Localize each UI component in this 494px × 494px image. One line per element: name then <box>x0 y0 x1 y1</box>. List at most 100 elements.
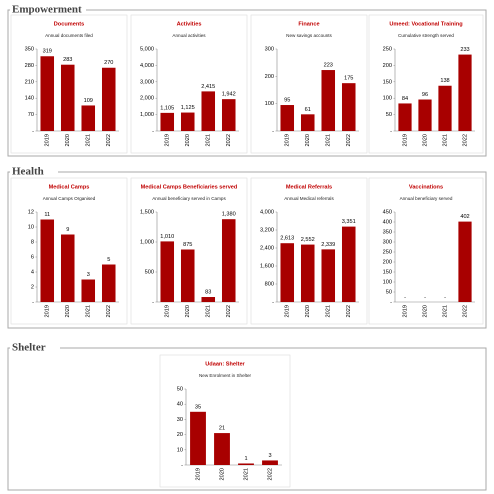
y-tick-label: 200 <box>265 74 274 80</box>
chart-frame <box>250 177 368 325</box>
section-title: Shelter <box>12 342 46 354</box>
y-tick-label: 50 <box>386 289 392 295</box>
section-title-bg <box>10 4 86 16</box>
bar <box>341 226 356 302</box>
data-label: 402 <box>460 214 469 220</box>
bar <box>101 264 116 302</box>
chart-subtitle: Annual activities <box>172 33 206 38</box>
x-tick-label: 2022 <box>346 134 352 146</box>
data-label: 233 <box>460 47 469 53</box>
bar <box>280 105 295 131</box>
y-tick-label: 150 <box>383 79 392 85</box>
y-tick-label: 150 <box>383 269 392 275</box>
data-label: - <box>404 294 406 300</box>
section-frame <box>7 9 487 157</box>
data-label: 138 <box>440 78 449 84</box>
section-title: Health <box>12 166 44 178</box>
chart-title: Medical Referrals <box>286 184 332 190</box>
data-label: 96 <box>422 92 428 98</box>
bar <box>262 460 278 465</box>
y-tick-label: - <box>272 128 274 134</box>
x-tick-label: 2021 <box>86 134 92 146</box>
chart-subtitle: Annual beneficiary served <box>400 196 453 201</box>
bar <box>180 112 195 131</box>
bar <box>201 297 216 302</box>
y-tick-label: 100 <box>265 101 274 107</box>
data-label: 83 <box>205 290 211 296</box>
data-label: 35 <box>195 404 201 410</box>
bar <box>238 463 254 465</box>
data-label: 875 <box>183 242 192 248</box>
x-tick-label: 2020 <box>65 134 71 146</box>
data-label: 2,552 <box>301 237 315 243</box>
x-tick-label: 2021 <box>243 468 249 480</box>
chart-subtitle: New Enrolment in Shelter <box>199 373 252 378</box>
data-label: 270 <box>104 60 113 66</box>
y-tick-label: 4 <box>31 269 34 275</box>
y-tick-label: 3,000 <box>140 79 154 85</box>
bar <box>321 70 336 131</box>
x-tick-label: 2021 <box>442 305 448 317</box>
data-label: 1,380 <box>222 212 236 218</box>
data-label: 175 <box>344 76 353 82</box>
data-label: 3 <box>87 272 90 278</box>
y-tick-label: 350 <box>25 46 34 52</box>
y-tick-label: 300 <box>383 239 392 245</box>
x-tick-label: 2019 <box>402 305 408 317</box>
y-tick-label: 1,000 <box>140 112 154 118</box>
chart-frame <box>10 177 128 325</box>
x-tick-label: 2021 <box>326 305 332 317</box>
bar <box>280 243 295 302</box>
chart-title: Documents <box>54 21 84 27</box>
x-tick-label: 2019 <box>195 468 201 480</box>
data-label: 2,613 <box>280 236 294 242</box>
y-tick-label: 250 <box>383 249 392 255</box>
data-label: 1,942 <box>222 92 236 98</box>
data-label: 2,415 <box>201 84 215 90</box>
y-tick-label: 280 <box>25 63 34 69</box>
x-tick-label: 2022 <box>106 305 112 317</box>
bar <box>321 249 336 302</box>
x-tick-label: 2020 <box>305 305 311 317</box>
y-tick-label: 200 <box>383 259 392 265</box>
chart-frame <box>368 14 484 154</box>
y-tick-label: - <box>152 299 154 305</box>
chart-subtitle: Cumulative strength served <box>398 33 454 38</box>
bar <box>418 99 432 131</box>
section-frame <box>7 347 487 491</box>
x-tick-label: 2019 <box>285 134 291 146</box>
data-label: 223 <box>324 63 333 69</box>
x-tick-label: 2019 <box>165 305 171 317</box>
y-tick-label: - <box>32 128 34 134</box>
data-label: 2,339 <box>321 242 335 248</box>
chart-frame <box>130 14 248 154</box>
chart-subtitle: Annual Medical referrals <box>284 196 334 201</box>
bar <box>160 112 175 131</box>
x-tick-label: 2021 <box>206 305 212 317</box>
y-tick-label: 2,400 <box>260 245 274 251</box>
y-tick-label: 400 <box>383 219 392 225</box>
y-tick-label: 1,000 <box>140 239 154 245</box>
x-tick-label: 2022 <box>226 305 232 317</box>
y-tick-label: - <box>390 299 392 305</box>
data-label: 61 <box>305 107 311 113</box>
y-tick-label: 40 <box>177 402 183 408</box>
chart-subtitle: New savings accounts <box>286 33 332 38</box>
x-tick-label: 2021 <box>86 305 92 317</box>
data-label: 5 <box>107 257 110 263</box>
y-tick-label: 10 <box>28 224 34 230</box>
y-tick-label: 300 <box>265 46 274 52</box>
chart-frame <box>159 354 291 488</box>
y-tick-label: 30 <box>177 417 183 423</box>
bar <box>160 241 175 302</box>
bar <box>101 67 116 131</box>
y-tick-label: 200 <box>383 63 392 69</box>
x-tick-label: 2019 <box>165 134 171 146</box>
chart-title: Medical Camps Beneficiaries served <box>141 184 238 190</box>
y-tick-label: 1,500 <box>140 209 154 215</box>
y-tick-label: 250 <box>383 46 392 52</box>
section-title-bg <box>10 166 58 178</box>
data-label: 84 <box>402 96 408 102</box>
y-tick-label: - <box>181 462 183 468</box>
